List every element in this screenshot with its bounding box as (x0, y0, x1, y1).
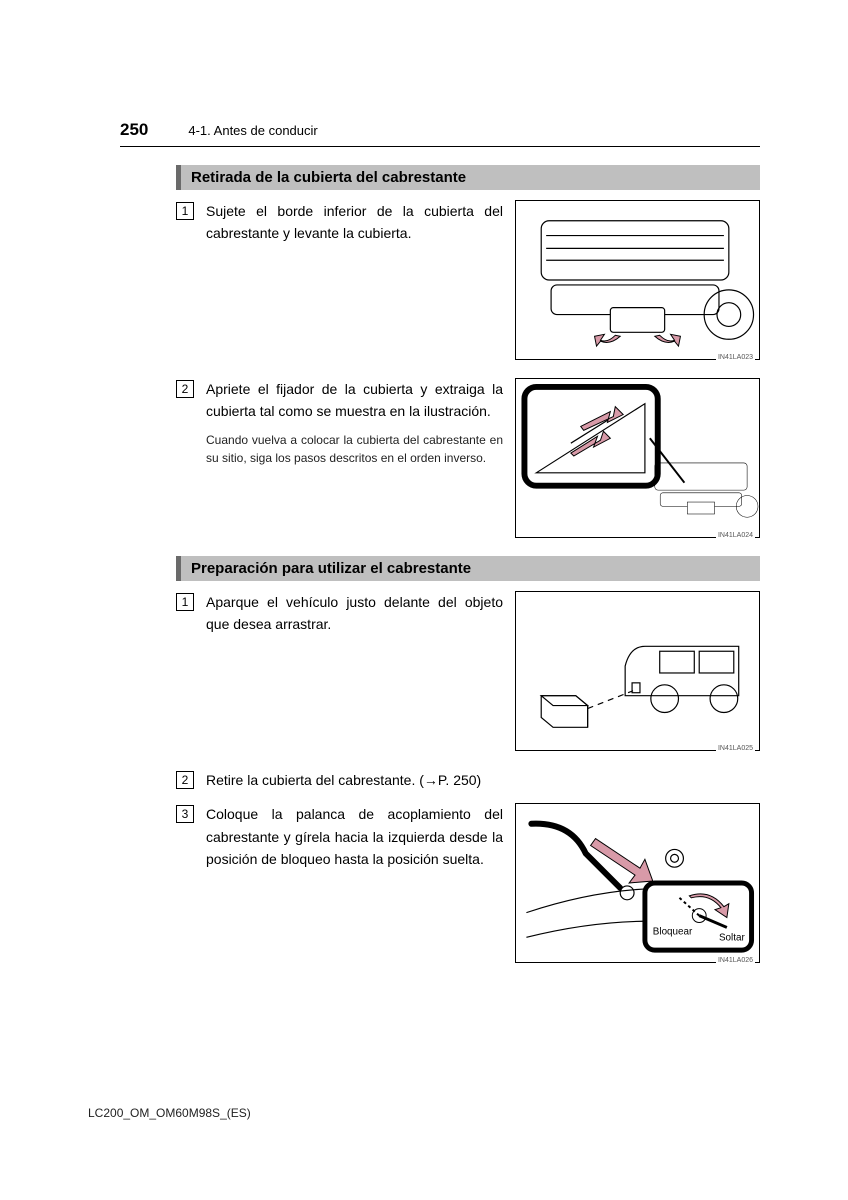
figure: IN41LA025 (515, 591, 760, 751)
step-number-box: 2 (176, 771, 194, 789)
label-release: Soltar (719, 933, 745, 944)
figure-id: IN41LA024 (716, 532, 755, 539)
step-row: 2 Apriete el fijador de la cubierta y ex… (176, 378, 760, 538)
step-text-suffix: P. 250) (438, 772, 481, 788)
step-subtext: Cuando vuelva a colocar la cubierta del … (206, 431, 503, 468)
figure-id: IN41LA026 (716, 957, 755, 964)
section-path: 4-1. Antes de conducir (188, 123, 317, 138)
step-number-box: 1 (176, 593, 194, 611)
figure: IN41LA023 (515, 200, 760, 360)
figure-id: IN41LA023 (716, 354, 755, 361)
page-number: 250 (120, 120, 148, 140)
step-text: Apriete el fijador de la cubierta y extr… (206, 378, 503, 423)
page-header: 250 4-1. Antes de conducir (120, 120, 760, 147)
figure: IN41LA024 (515, 378, 760, 538)
step-row: 3 Coloque la palanca de acoplamiento del… (176, 803, 760, 963)
step-number-box: 1 (176, 202, 194, 220)
step-text: Retire la cubierta del cabrestante. (→P.… (206, 769, 760, 791)
step-text: Aparque el vehículo justo delante del ob… (206, 591, 503, 636)
step-row: 2 Retire la cubierta del cabrestante. (→… (176, 769, 760, 791)
label-lock: Bloquear (653, 927, 693, 938)
step-text: Coloque la palanca de acoplamiento del c… (206, 803, 503, 870)
figure: Bloquear Soltar IN41LA026 (515, 803, 760, 963)
arrow-right-icon: → (424, 772, 438, 788)
step-number-box: 3 (176, 805, 194, 823)
subsection-title: Preparación para utilizar el cabrestante (176, 556, 760, 581)
step-number-box: 2 (176, 380, 194, 398)
step-row: 1 Sujete el borde inferior de la cubiert… (176, 200, 760, 360)
step-text-prefix: Retire la cubierta del cabrestante. ( (206, 772, 424, 788)
footer-doc-code: LC200_OM_OM60M98S_(ES) (88, 1106, 251, 1120)
step-row: 1 Aparque el vehículo justo delante del … (176, 591, 760, 751)
subsection-title: Retirada de la cubierta del cabrestante (176, 165, 760, 190)
figure-id: IN41LA025 (716, 745, 755, 752)
step-text: Sujete el borde inferior de la cubierta … (206, 200, 503, 245)
